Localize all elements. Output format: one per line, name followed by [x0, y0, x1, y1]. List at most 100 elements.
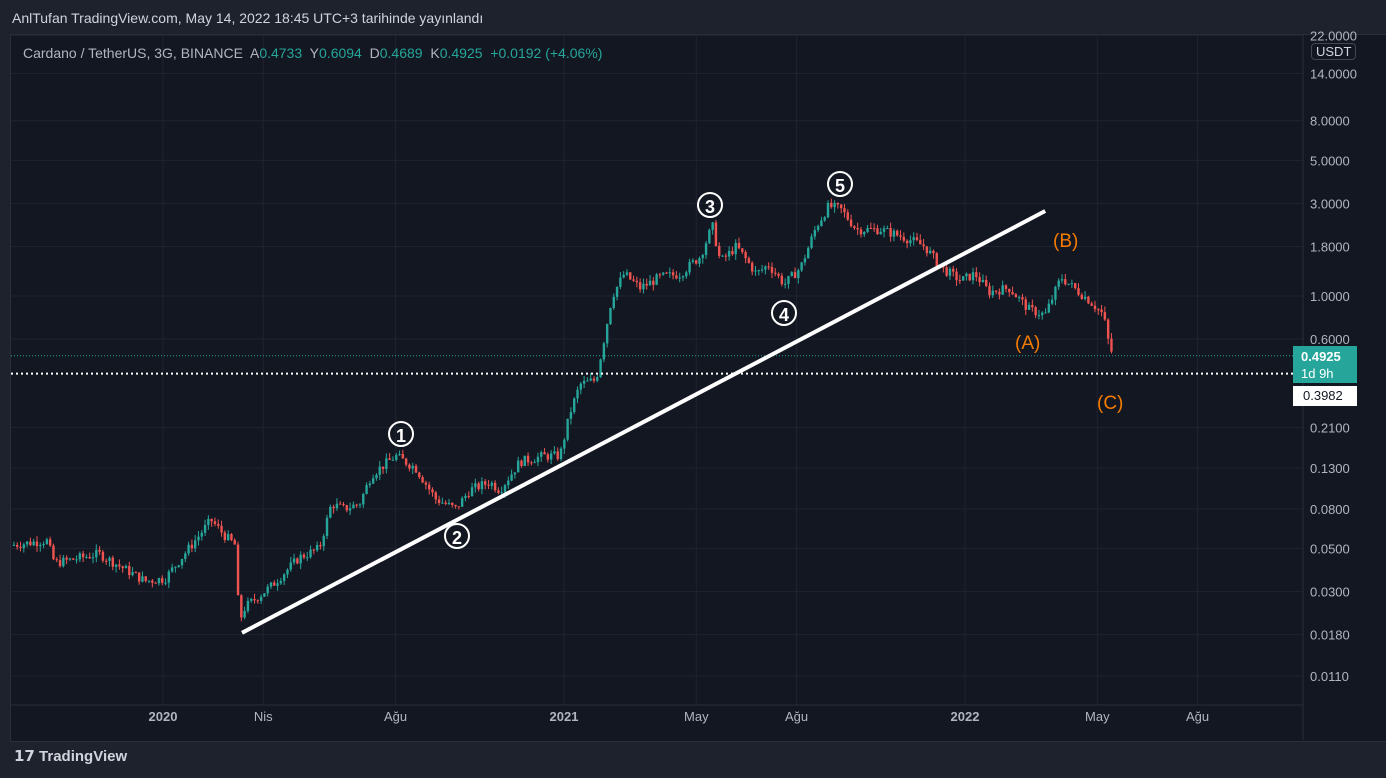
tradingview-logo[interactable]: 𝟭𝟳 TradingView — [14, 747, 127, 765]
candle-body — [721, 255, 724, 257]
candle-body — [289, 562, 292, 570]
candle-body — [1110, 338, 1113, 352]
x-tick-label: 2020 — [149, 709, 178, 724]
candle-body — [836, 202, 840, 205]
candle-body — [744, 252, 747, 259]
candle-body — [536, 456, 540, 463]
candle-body — [256, 600, 260, 602]
candle-body — [484, 481, 487, 485]
candle-body — [645, 283, 648, 286]
candle-body — [526, 455, 530, 463]
candle-body — [1024, 299, 1027, 310]
candle-body — [296, 558, 299, 564]
currency-button[interactable]: USDT — [1311, 43, 1357, 60]
candle-body — [988, 285, 991, 296]
candle-body — [348, 508, 352, 511]
x-tick-label: Ağu — [384, 709, 407, 724]
candle-body — [1047, 303, 1051, 313]
candle-body — [849, 219, 853, 227]
candle-body — [945, 267, 948, 276]
candle-body — [1097, 309, 1100, 311]
candle-body — [872, 228, 876, 230]
candle-body — [72, 558, 75, 560]
x-tick-label: May — [1085, 709, 1110, 724]
candle-body — [892, 230, 896, 237]
candle-body — [846, 212, 849, 220]
y-tick-label: 0.6000 — [1310, 332, 1350, 347]
candle-body — [388, 458, 391, 460]
y-tick-label: 1.0000 — [1310, 289, 1350, 304]
candle-body — [131, 572, 134, 576]
candle-body — [157, 578, 161, 584]
wave-2-label: 2 — [444, 523, 470, 549]
candle-body — [718, 246, 721, 256]
candle-body — [477, 483, 480, 490]
candle-body — [404, 458, 408, 465]
candle-body — [151, 580, 154, 583]
candle-body — [774, 272, 777, 274]
candle-body — [226, 534, 230, 541]
candle-body — [510, 474, 513, 481]
candle-body — [823, 217, 826, 221]
candle-body — [309, 549, 312, 558]
candle-body — [698, 258, 701, 264]
candle-body — [45, 539, 49, 544]
x-tick-label: Nis — [254, 709, 273, 724]
candle-body — [632, 279, 635, 281]
candle-body — [793, 272, 797, 279]
candle-body — [853, 226, 856, 228]
candle-body — [932, 250, 935, 254]
candle-body — [839, 204, 843, 209]
candle-body — [246, 600, 250, 611]
y-tick-label: 1.8000 — [1310, 239, 1350, 254]
candle-body — [1057, 280, 1060, 287]
candle-body — [141, 576, 144, 582]
candle-body — [889, 228, 892, 237]
candle-body — [691, 260, 695, 262]
candle-body — [770, 266, 774, 273]
candle-body — [75, 559, 78, 561]
candle-body — [675, 275, 678, 279]
symbol-name[interactable]: Cardano / TetherUS, 3G, BINANCE — [23, 45, 243, 61]
candle-body — [292, 558, 296, 563]
candle-body — [688, 261, 691, 273]
candle-body — [299, 554, 302, 564]
candle-body — [500, 492, 503, 494]
candle-body — [282, 574, 286, 581]
candle-body — [190, 544, 194, 549]
candle-body — [523, 455, 526, 467]
candle-body — [1034, 307, 1037, 316]
candle-countdown: 1d 9h — [1301, 366, 1334, 381]
candle-body — [78, 553, 82, 560]
candle-body — [233, 540, 236, 545]
chart-pane[interactable] — [10, 34, 1386, 742]
candle-body — [704, 243, 708, 256]
candle-body — [1100, 309, 1103, 313]
y-tick-label: 22.0000 — [1310, 28, 1357, 43]
candle-body — [596, 377, 599, 381]
candle-body — [602, 343, 606, 360]
candle-body — [513, 472, 517, 475]
candle-body — [750, 262, 754, 272]
high-value: 0.6094 — [319, 45, 362, 61]
last-price: 0.4925 — [1301, 349, 1341, 364]
candle-body — [220, 525, 223, 533]
candle-body — [760, 269, 764, 271]
candle-body — [820, 220, 823, 226]
candle-body — [493, 482, 497, 491]
candle-body — [200, 532, 203, 537]
candle-body — [783, 283, 787, 285]
candle-body — [1001, 285, 1004, 295]
candle-body — [879, 231, 882, 235]
last-price-label: 0.4925 1d 9h — [1293, 346, 1357, 383]
candle-body — [16, 544, 19, 547]
candle-body — [741, 248, 744, 253]
candle-body — [319, 545, 322, 547]
candle-body — [665, 272, 668, 274]
candle-body — [1090, 303, 1093, 306]
candle-body — [187, 544, 190, 554]
candle-body — [787, 275, 790, 284]
candle-body — [279, 580, 283, 584]
candle-body — [816, 225, 820, 231]
candle-body — [42, 543, 45, 546]
